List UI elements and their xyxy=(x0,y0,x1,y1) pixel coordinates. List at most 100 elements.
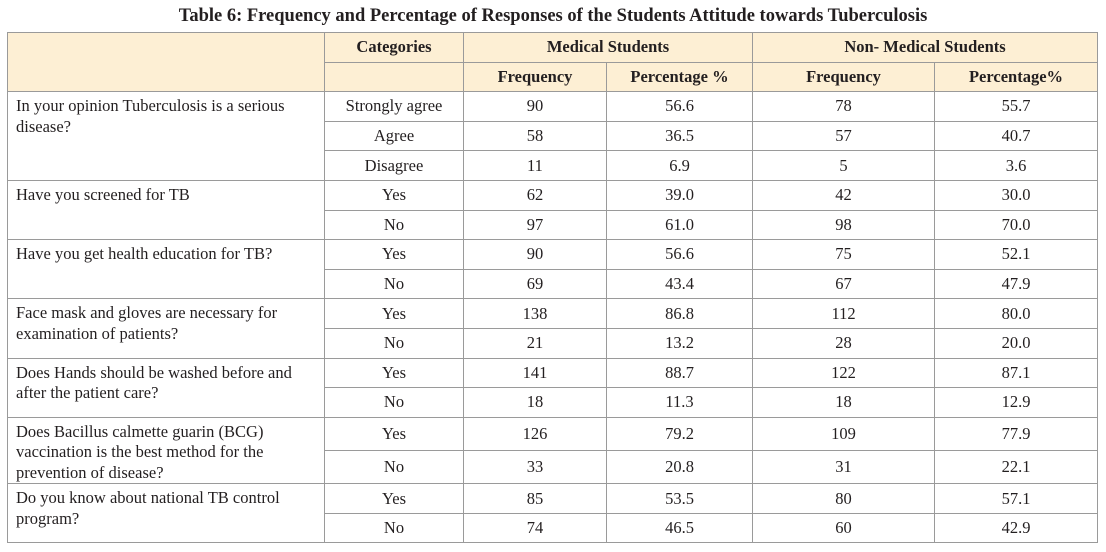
non-medical-frequency-cell: 18 xyxy=(752,387,936,418)
non-medical-frequency-cell: 31 xyxy=(752,449,936,485)
medical-percentage-cell: 20.8 xyxy=(605,449,754,485)
table-row: No 74 46.5 60 42.9 xyxy=(8,512,1099,544)
medical-frequency-cell: 21 xyxy=(463,327,607,359)
header-non-medical-frequency: Frequency xyxy=(752,61,936,93)
header-corner xyxy=(7,31,325,93)
medical-frequency-cell: 69 xyxy=(463,268,607,300)
medical-frequency-cell: 138 xyxy=(463,298,607,329)
category-cell: Agree xyxy=(324,120,464,152)
medical-percentage-cell: 88.7 xyxy=(605,357,754,389)
medical-percentage-cell: 53.5 xyxy=(605,483,754,514)
non-medical-percentage-cell: 77.9 xyxy=(934,416,1099,451)
medical-frequency-cell: 141 xyxy=(463,357,607,389)
non-medical-percentage-cell: 87.1 xyxy=(934,357,1099,389)
category-cell: No xyxy=(324,387,464,418)
medical-percentage-cell: 6.9 xyxy=(605,150,754,181)
non-medical-frequency-cell: 75 xyxy=(752,239,936,270)
header-row-1: Categories Medical Students Non- Medical… xyxy=(7,31,1099,93)
non-medical-frequency-cell: 78 xyxy=(752,91,936,122)
header-categories-blank xyxy=(324,61,464,93)
medical-percentage-cell: 61.0 xyxy=(605,209,754,241)
medical-frequency-cell: 18 xyxy=(463,387,607,418)
non-medical-frequency-cell: 80 xyxy=(752,483,936,514)
question-cell: Have you get health education for TB? xyxy=(7,239,325,300)
category-cell: Yes xyxy=(324,298,464,329)
medical-frequency-cell: 90 xyxy=(463,91,607,122)
table-body: In your opinion Tuberculosis is a seriou… xyxy=(7,91,1099,544)
table-row: No 69 43.4 67 47.9 xyxy=(8,268,1099,300)
medical-frequency-cell: 85 xyxy=(463,483,607,514)
medical-percentage-cell: 39.0 xyxy=(605,179,754,211)
medical-percentage-cell: 46.5 xyxy=(605,512,754,544)
non-medical-percentage-cell: 12.9 xyxy=(934,387,1099,418)
question-cell: Does Hands should be washed before and a… xyxy=(7,357,325,418)
medical-percentage-cell: 56.6 xyxy=(605,239,754,270)
header-non-medical-students: Non- Medical Students xyxy=(752,32,1099,63)
medical-frequency-cell: 33 xyxy=(463,449,607,485)
non-medical-frequency-cell: 5 xyxy=(752,150,936,181)
non-medical-frequency-cell: 98 xyxy=(752,209,936,241)
non-medical-frequency-cell: 57 xyxy=(752,120,936,152)
non-medical-frequency-cell: 67 xyxy=(752,268,936,300)
medical-frequency-cell: 126 xyxy=(463,416,607,451)
non-medical-frequency-cell: 122 xyxy=(752,357,936,389)
table-row: No 21 13.2 28 20.0 xyxy=(8,327,1099,359)
medical-percentage-cell: 13.2 xyxy=(605,327,754,359)
table-row: Face mask and gloves are necessary for e… xyxy=(7,298,1099,359)
non-medical-frequency-cell: 60 xyxy=(752,512,936,544)
non-medical-percentage-cell: 47.9 xyxy=(934,268,1099,300)
medical-percentage-cell: 56.6 xyxy=(605,91,754,122)
table-row: Have you screened for TB Yes 62 39.0 42 30.0 xyxy=(7,179,1099,241)
category-cell: No xyxy=(324,268,464,300)
category-cell: No xyxy=(324,209,464,241)
header-categories: Categories xyxy=(324,32,464,63)
medical-frequency-cell: 74 xyxy=(463,512,607,544)
header-medical-students: Medical Students xyxy=(462,32,754,63)
medical-frequency-cell: 97 xyxy=(463,209,607,241)
header-medical-frequency: Frequency xyxy=(463,61,607,93)
non-medical-percentage-cell: 42.9 xyxy=(934,512,1099,544)
non-medical-frequency-cell: 28 xyxy=(752,327,936,359)
table-row: Have you get health education for TB? Yes… xyxy=(7,239,1099,300)
non-medical-percentage-cell: 52.1 xyxy=(934,239,1099,270)
attitude-table: Categories Medical Students Non- Medical… xyxy=(7,31,1099,544)
header-row-2: Frequency Percentage % Frequency Percent… xyxy=(8,61,1099,93)
question-cell: In your opinion Tuberculosis is a seriou… xyxy=(7,91,325,181)
header-medical-percentage: Percentage % xyxy=(605,61,754,93)
non-medical-frequency-cell: 42 xyxy=(752,179,936,211)
medical-frequency-cell: 62 xyxy=(463,179,607,211)
category-cell: Yes xyxy=(324,239,464,270)
non-medical-percentage-cell: 70.0 xyxy=(934,209,1099,241)
table-row: Do you know about national TB control pr… xyxy=(7,483,1099,544)
table-caption: Table 6: Frequency and Percentage of Res… xyxy=(178,6,928,26)
non-medical-percentage-cell: 57.1 xyxy=(934,483,1099,514)
table-row: In your opinion Tuberculosis is a seriou… xyxy=(7,91,1099,181)
medical-percentage-cell: 43.4 xyxy=(605,268,754,300)
question-cell: Face mask and gloves are necessary for e… xyxy=(7,298,325,359)
header-non-medical-percentage: Percentage% xyxy=(934,61,1099,93)
medical-percentage-cell: 86.8 xyxy=(605,298,754,329)
category-cell: No xyxy=(324,512,464,544)
medical-percentage-cell: 36.5 xyxy=(605,120,754,152)
category-cell: Yes xyxy=(324,357,464,389)
non-medical-percentage-cell: 80.0 xyxy=(934,298,1099,329)
category-cell: Yes xyxy=(324,483,464,514)
question-cell: Have you screened for TB xyxy=(7,179,325,241)
table-row: Does Bacillus calmette guarin (BCG) vacc… xyxy=(7,416,1099,485)
medical-percentage-cell: 11.3 xyxy=(605,387,754,418)
non-medical-percentage-cell: 55.7 xyxy=(934,91,1099,122)
non-medical-frequency-cell: 109 xyxy=(752,416,936,451)
table-row: Does Hands should be washed before and a… xyxy=(7,357,1099,418)
table-row: No 97 61.0 98 70.0 xyxy=(8,209,1099,241)
medical-percentage-cell: 79.2 xyxy=(605,416,754,451)
non-medical-percentage-cell: 20.0 xyxy=(934,327,1099,359)
medical-frequency-cell: 11 xyxy=(463,150,607,181)
non-medical-percentage-cell: 30.0 xyxy=(934,179,1099,211)
category-cell: No xyxy=(324,327,464,359)
question-cell: Does Bacillus calmette guarin (BCG) vacc… xyxy=(7,416,325,485)
table-header: Categories Medical Students Non- Medical… xyxy=(7,31,1099,93)
table-row: No 33 20.8 31 22.1 xyxy=(8,449,1099,485)
category-cell: Disagree xyxy=(324,150,464,181)
category-cell: Yes xyxy=(324,416,464,451)
